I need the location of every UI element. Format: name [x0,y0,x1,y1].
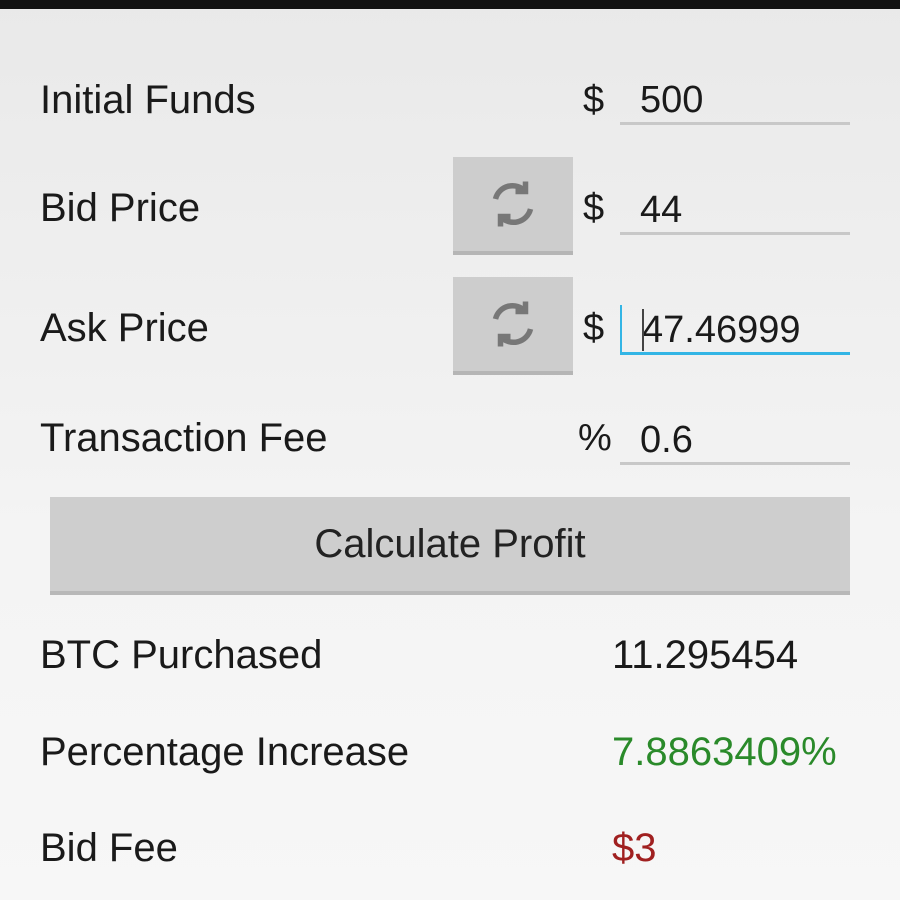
bid-fee-value: $3 [612,826,657,870]
initial-funds-label: Initial Funds [40,78,256,122]
transaction-fee-label: Transaction Fee [40,416,328,460]
refresh-ask-button[interactable] [453,277,573,375]
bid-fee-label: Bid Fee [40,826,178,870]
bid-price-input[interactable]: 44 [620,185,850,235]
transaction-fee-input[interactable]: 0.6 [620,415,850,465]
transaction-fee-unit: % [578,417,612,459]
percentage-increase-value: 7.8863409% [612,730,837,774]
bid-price-currency: $ [583,187,605,229]
btc-purchased-value: 11.295454 [612,633,799,677]
initial-funds-currency: $ [583,79,605,121]
bid-price-label: Bid Price [40,186,201,230]
refresh-icon [492,301,534,347]
ask-price-input[interactable]: 47.46999 [620,305,850,355]
ask-price-label: Ask Price [40,306,209,350]
initial-funds-input[interactable]: 500 [620,75,850,125]
percentage-increase-label: Percentage Increase [40,730,410,774]
btc-purchased-label: BTC Purchased [40,633,323,677]
status-bar [0,0,900,9]
calculate-profit-button[interactable]: Calculate Profit [50,497,850,595]
ask-price-currency: $ [583,307,605,349]
refresh-bid-button[interactable] [453,157,573,255]
refresh-icon [492,181,534,227]
